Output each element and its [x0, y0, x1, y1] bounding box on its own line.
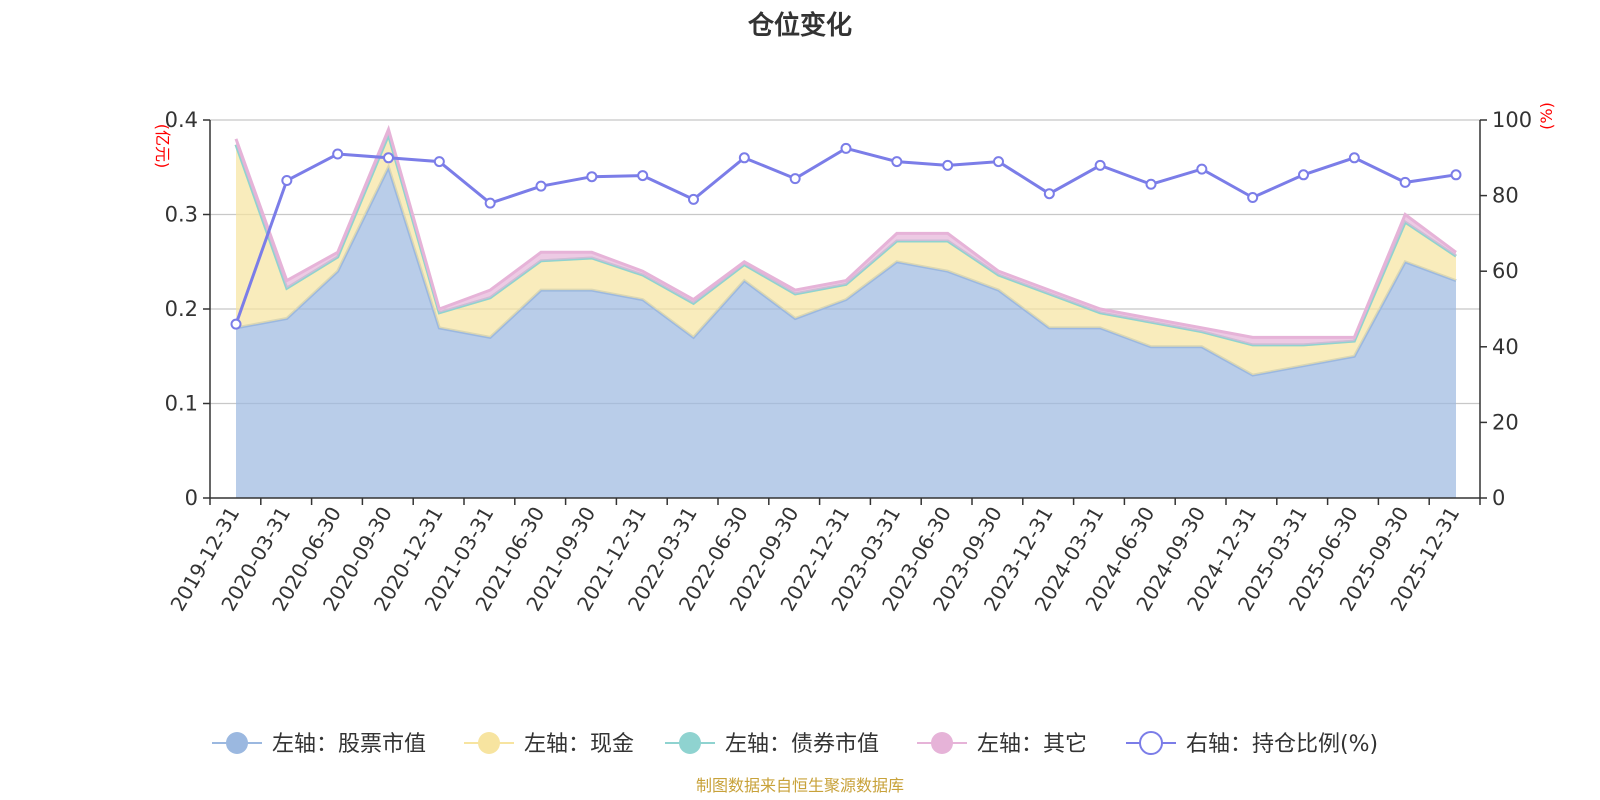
ratio-point	[383, 152, 394, 164]
legend-label: 右轴：持仓比例(%)	[1186, 732, 1378, 757]
legend-item-1: 左轴：现金	[464, 732, 634, 757]
legend-label: 左轴：其它	[977, 732, 1087, 757]
ratio-point	[1450, 169, 1462, 181]
left-tick-label: 0	[185, 486, 198, 510]
legend-label: 左轴：现金	[524, 732, 634, 757]
right-tick-label: 40	[1492, 335, 1519, 359]
legend-marker	[478, 732, 500, 754]
right-tick-label: 0	[1492, 486, 1505, 510]
stacked-areas	[234, 124, 1457, 499]
ratio-point	[1196, 163, 1208, 175]
legend-item-4: 右轴：持仓比例(%)	[1126, 731, 1378, 757]
source-note: 制图数据来自恒生聚源数据库	[696, 776, 904, 795]
legend-marker	[931, 732, 953, 754]
area-edge-3	[234, 124, 1457, 339]
left-tick-label: 0.3	[165, 203, 198, 227]
ratio-line	[230, 142, 1462, 330]
legend-item-0: 左轴：股票市值	[212, 732, 426, 757]
legend-item-3: 左轴：其它	[917, 732, 1087, 757]
ratio-point	[1298, 169, 1309, 181]
ratio-point	[332, 148, 344, 160]
legend-marker	[1139, 731, 1163, 755]
right-tick-label: 80	[1492, 184, 1519, 208]
ratio-point	[738, 152, 750, 164]
left-tick-label: 0.1	[165, 392, 198, 416]
ratio-point	[789, 173, 801, 185]
area-series-0	[236, 167, 1456, 499]
legend-marker	[226, 732, 248, 754]
right-tick-label: 100	[1492, 108, 1532, 132]
legend-label: 左轴：债券市值	[725, 732, 879, 757]
right-axis-unit: (%)	[1537, 102, 1556, 130]
ratio-point	[586, 171, 598, 183]
chart-title: 仓位变化	[747, 10, 852, 41]
ratio-point	[840, 142, 852, 154]
legend-item-2: 左轴：债券市值	[665, 732, 879, 757]
left-axis-unit: (亿元)	[153, 124, 172, 169]
ratio-point	[688, 193, 699, 205]
ratio-point	[433, 156, 445, 168]
ratio-point	[993, 156, 1004, 168]
ratio-point	[891, 156, 903, 168]
left-tick-label: 0.2	[165, 297, 198, 321]
ratio-point	[230, 318, 242, 330]
legend-marker	[679, 732, 701, 754]
legend: 左轴：股票市值 左轴：现金 左轴：债券市值 左轴：其它 右轴：持仓比例(%)	[212, 731, 1378, 757]
ratio-point	[1247, 191, 1259, 203]
ratio-point	[1094, 159, 1106, 171]
right-tick-label: 20	[1492, 410, 1519, 434]
right-tick-label: 60	[1492, 259, 1519, 283]
ratio-point	[637, 170, 649, 182]
ratio-point	[535, 180, 547, 192]
ratio-point	[1043, 188, 1055, 200]
ratio-point	[281, 174, 293, 186]
ratio-point	[1348, 152, 1360, 164]
ratio-point	[1399, 176, 1411, 188]
area-series-1	[236, 135, 1456, 376]
legend-label: 左轴：股票市值	[272, 732, 426, 757]
left-tick-label: 0.4	[165, 108, 198, 132]
ratio-point	[942, 159, 954, 171]
ratio-point	[1145, 178, 1157, 190]
ratio-point	[484, 197, 496, 209]
